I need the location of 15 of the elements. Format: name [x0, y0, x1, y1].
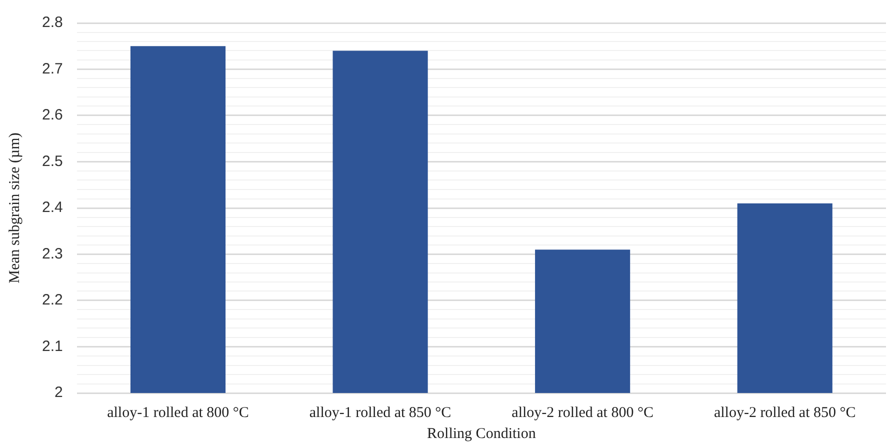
y-tick-label: 2.4 [42, 199, 63, 216]
y-axis-title: Mean subgrain size (µm) [6, 132, 23, 284]
y-tick-label: 2.2 [42, 292, 63, 309]
y-tick-label: 2.5 [42, 152, 63, 170]
y-tick-label: 2.3 [42, 245, 63, 262]
x-tick-label: alloy-1 rolled at 800 °C [107, 404, 249, 421]
y-tick-label: 2 [54, 384, 63, 402]
y-tick-label: 2.8 [42, 14, 63, 32]
y-tick-label: 2.6 [42, 106, 63, 124]
x-tick-label: alloy-1 rolled at 850 °C [309, 404, 452, 421]
y-tick-label: 2.1 [42, 338, 63, 355]
x-tick-label: alloy-2 rolled at 800 °C [512, 404, 654, 421]
x-tick-label: alloy-2 rolled at 850 °C [714, 404, 856, 421]
x-axis-title: Rolling Condition [427, 426, 536, 442]
y-tick-label: 2.7 [42, 60, 63, 78]
